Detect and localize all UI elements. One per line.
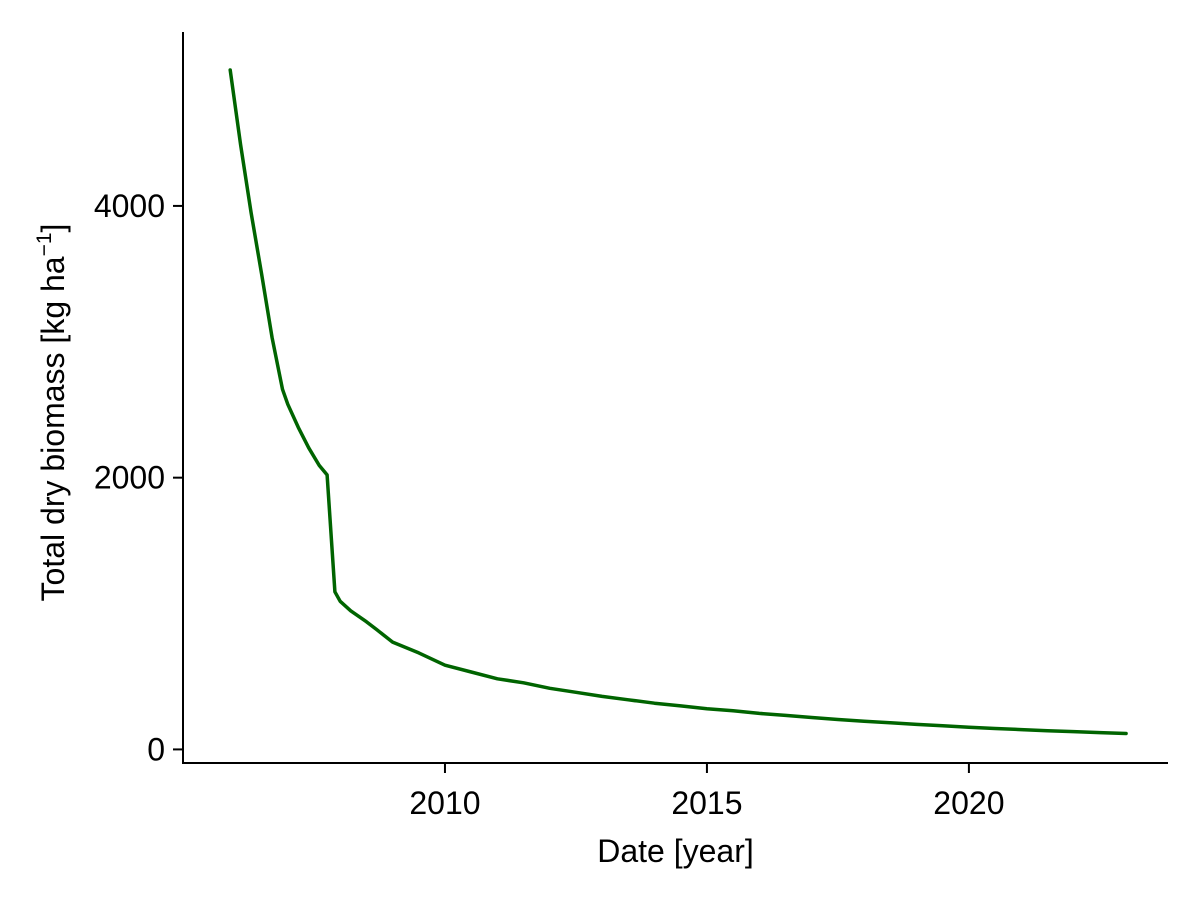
y-axis: 0 2000 4000 (94, 32, 184, 767)
y-tick-label: 2000 (94, 460, 165, 496)
y-tick-label: 0 (147, 731, 165, 767)
biomass-series-line (228, 68, 1128, 736)
x-axis-label: Date [year] (597, 833, 754, 869)
x-tick-label: 2015 (671, 785, 742, 821)
x-axis: 2010 2015 2020 (182, 762, 1168, 821)
x-tick-label: 2020 (933, 785, 1004, 821)
y-axis-label-close: ] (35, 224, 71, 233)
y-axis-label-superscript: −1 (33, 232, 56, 256)
y-axis-label-main: Total dry biomass [kg ha (35, 256, 71, 601)
y-tick-label: 4000 (94, 188, 165, 224)
plot-area (228, 68, 1128, 736)
x-axis-ticks: 2010 2015 2020 (409, 763, 1004, 821)
y-axis-ticks: 0 2000 4000 (94, 188, 183, 767)
x-tick-label: 2010 (409, 785, 480, 821)
y-axis-label: Total dry biomass [kg ha−1] (33, 224, 71, 602)
